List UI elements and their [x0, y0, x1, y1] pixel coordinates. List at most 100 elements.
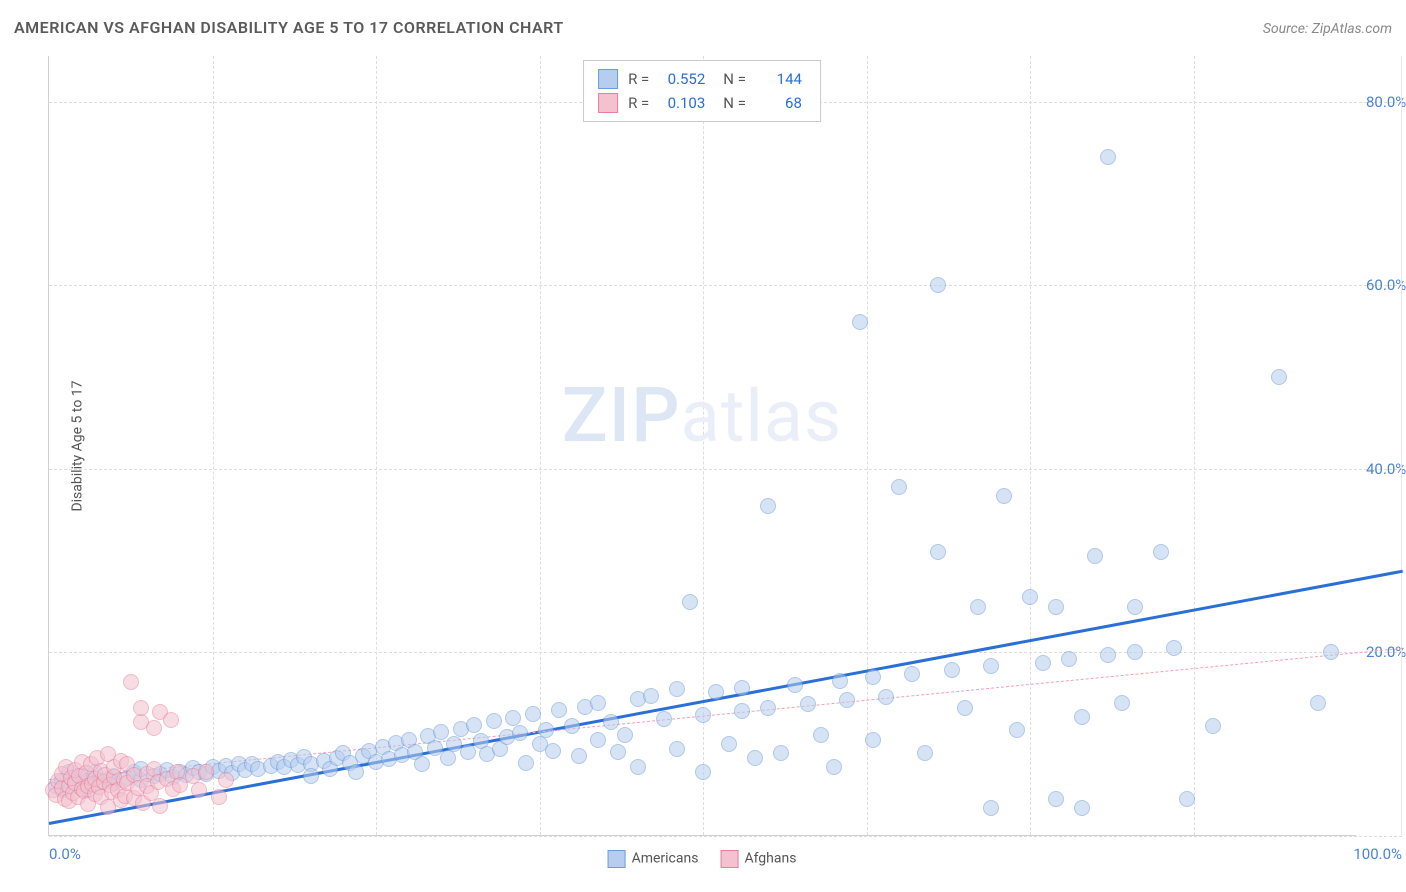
data-point: [1074, 709, 1090, 725]
gridline-v: [213, 56, 214, 835]
gridline-h: [49, 836, 1402, 837]
legend-swatch: [598, 93, 618, 113]
correlation-legend: R =0.552N =144R =0.103N =68: [583, 60, 821, 122]
data-point: [734, 680, 750, 696]
data-point: [525, 706, 541, 722]
data-point: [669, 741, 685, 757]
data-point: [512, 725, 528, 741]
gridline-h: [49, 469, 1402, 470]
legend-swatch: [720, 850, 738, 868]
data-point: [708, 684, 724, 700]
data-point: [878, 689, 894, 705]
data-point: [944, 662, 960, 678]
data-point: [152, 798, 168, 814]
trend-line-americans: [49, 570, 1404, 825]
data-point: [564, 718, 580, 734]
data-point: [1271, 369, 1287, 385]
data-point: [957, 700, 973, 716]
data-point: [826, 759, 842, 775]
data-point: [163, 712, 179, 728]
legend-r-label: R =: [628, 91, 649, 115]
data-point: [414, 756, 430, 772]
data-point: [551, 702, 567, 718]
legend-item: Americans: [608, 850, 699, 868]
data-point: [146, 720, 162, 736]
x-tick-label: 100.0%: [1353, 845, 1402, 863]
gridline-h: [49, 652, 1402, 653]
data-point: [1061, 651, 1077, 667]
data-point: [983, 658, 999, 674]
data-point: [571, 748, 587, 764]
data-point: [1205, 718, 1221, 734]
data-point: [760, 498, 776, 514]
data-point: [1127, 644, 1143, 660]
data-point: [1166, 640, 1182, 656]
data-point: [518, 755, 534, 771]
legend-r-value: 0.552: [659, 67, 705, 91]
data-point: [760, 700, 776, 716]
plot-area: 20.0%40.0%60.0%80.0%0.0%100.0% ZIPatlas …: [48, 56, 1356, 836]
data-point: [1009, 722, 1025, 738]
data-point: [865, 732, 881, 748]
data-point: [1074, 800, 1090, 816]
legend-row: R =0.103N =68: [598, 91, 802, 115]
data-point: [590, 695, 606, 711]
data-point: [1153, 544, 1169, 560]
legend-n-label: N =: [723, 91, 746, 115]
data-point: [839, 692, 855, 708]
data-point: [617, 727, 633, 743]
legend-item: Afghans: [720, 850, 796, 868]
data-point: [891, 479, 907, 495]
y-tick-label: 80.0%: [1366, 93, 1406, 111]
data-point: [440, 750, 456, 766]
data-point: [1087, 548, 1103, 564]
data-point: [832, 673, 848, 689]
data-point: [1035, 655, 1051, 671]
gridline-v: [376, 56, 377, 835]
data-point: [1022, 589, 1038, 605]
data-point: [669, 681, 685, 697]
data-point: [1048, 599, 1064, 615]
data-point: [695, 764, 711, 780]
data-point: [1100, 149, 1116, 165]
data-point: [813, 727, 829, 743]
data-point: [734, 703, 750, 719]
data-point: [930, 544, 946, 560]
data-point: [747, 750, 763, 766]
data-point: [486, 713, 502, 729]
data-point: [630, 759, 646, 775]
data-point: [505, 710, 521, 726]
data-point: [1048, 791, 1064, 807]
data-point: [545, 743, 561, 759]
data-point: [198, 764, 214, 780]
data-point: [773, 745, 789, 761]
data-point: [656, 711, 672, 727]
chart-title: AMERICAN VS AFGHAN DISABILITY AGE 5 TO 1…: [14, 18, 564, 37]
data-point: [800, 696, 816, 712]
legend-r-label: R =: [628, 67, 649, 91]
legend-label: Americans: [632, 851, 699, 867]
data-point: [904, 666, 920, 682]
data-point: [1310, 695, 1326, 711]
legend-row: R =0.552N =144: [598, 67, 802, 91]
data-point: [1114, 695, 1130, 711]
data-point: [983, 800, 999, 816]
data-point: [970, 599, 986, 615]
data-point: [787, 677, 803, 693]
source-label: Source: ZipAtlas.com: [1263, 21, 1392, 37]
gridline-v: [1030, 56, 1031, 835]
data-point: [917, 745, 933, 761]
y-tick-label: 20.0%: [1366, 643, 1406, 661]
legend-r-value: 0.103: [659, 91, 705, 115]
data-point: [123, 674, 139, 690]
data-point: [1127, 599, 1143, 615]
gridline-v: [1194, 56, 1195, 835]
data-point: [590, 732, 606, 748]
legend-n-label: N =: [723, 67, 746, 91]
y-tick-label: 40.0%: [1366, 460, 1406, 478]
data-point: [682, 594, 698, 610]
data-point: [930, 277, 946, 293]
data-point: [211, 789, 227, 805]
data-point: [643, 688, 659, 704]
data-point: [1179, 791, 1195, 807]
